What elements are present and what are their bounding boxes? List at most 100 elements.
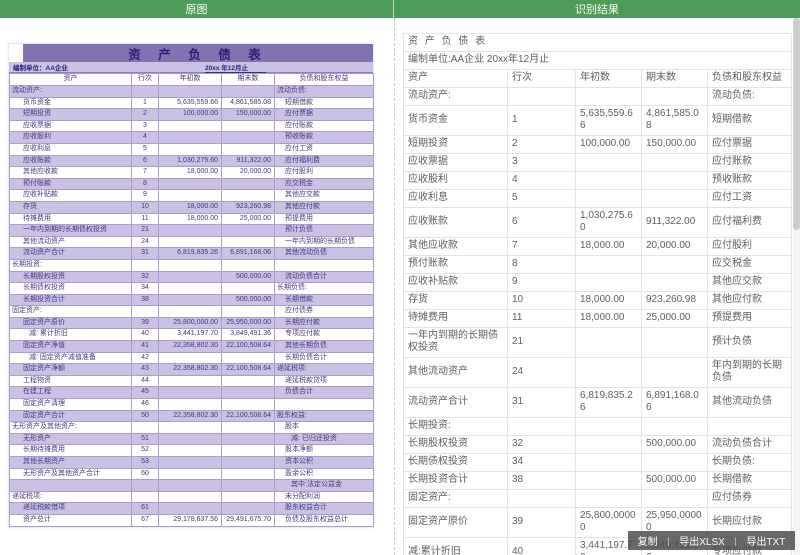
sheet-row: 应收账款 6 1,030,275.60 911,322.00 应付福利费 [9, 154, 374, 168]
pane-divider [394, 18, 395, 555]
sheet-row: 递延税项: 未分配利润 [9, 490, 374, 504]
result-header-row: 资产 行次 年初数 期末数 负债和股东权益 [403, 69, 792, 88]
result-table-body: 流动资产: 流动负债: 货币资金 1 5,635,559.66 4,861,585.08 短… [403, 87, 792, 555]
sheet-col-liability: 负债和股东权益 [274, 73, 374, 86]
sheet-row: 短期投资 2 100,000.00 150,000.00 应付票据 [9, 108, 374, 121]
result-row: 长期股权投资 32 500,000.00 流动负债合计 [403, 435, 792, 454]
result-row: 一年内到期的长期债权投资 21 预计负债 [403, 327, 792, 358]
sheet-row: 其中:法定公益金 [9, 479, 374, 492]
result-row: 存货 10 18,000.00 923,260.98 其他应付款 [403, 291, 792, 310]
result-row: 其他应收款 7 18,000.00 20,000.00 应付股利 [403, 237, 792, 256]
sheet-row: 应收票据 3 应付账款 [9, 119, 374, 133]
sheet-row: 在建工程 45 负债合计 [9, 386, 374, 400]
result-col-begin: 年初数 [575, 69, 642, 88]
action-bar: 复制 | 导出XLSX | 导出TXT [628, 531, 795, 550]
scrollbar-thumb[interactable] [793, 18, 800, 230]
sheet-title-band: 资 产 负 债 表 [23, 44, 373, 62]
sheet-row: 固定资产净值 41 22,358,802.30 22,100,508.64 其他长期负债 [9, 340, 374, 353]
sheet-row: 流动资产合计 31 6,819,835.26 6,891,168.06 其他流动负债 [9, 247, 374, 260]
result-row: 应收票据 3 应付账款 [403, 153, 792, 172]
sheet-row: 固定资产原价 39 25,800,000.00 25,950,000.00 长期应付款 [9, 316, 374, 330]
sheet-title: 资 产 负 债 表 [128, 47, 268, 62]
result-row: 固定资产: 应付债券 [403, 489, 792, 508]
result-row: 应收利息 5 应付工资 [403, 189, 792, 208]
sheet-table: 资产 行次 年初数 期末数 负债和股东权益 流动资产: 流动负债: 货币资金 1 5,6… [9, 73, 374, 527]
result-row: 预付账款 8 应交税金 [403, 255, 792, 274]
sheet-row: 预付账款 8 应交税金 [9, 177, 374, 191]
action-separator: | [734, 535, 737, 546]
sheet-row: 固定资产清理 46 [9, 398, 374, 411]
sheet-prepared-by: 编制单位：AA企业 [13, 65, 68, 72]
sheet-row: 其他流动资产 24 一年内到期的长期负债 [9, 235, 374, 249]
sheet-date: 20xx 年12月止 [205, 62, 266, 73]
sheet-col-line: 行次 [131, 73, 159, 86]
result-row: 应收股利 4 预收账款 [403, 171, 792, 190]
sheet-row: 一年内到期的长期债权投资 21 预计负债 [9, 224, 374, 237]
sheet-row: 固定资产净额 43 22,358,802.30 22,100,508.64 递延税项: [9, 363, 374, 376]
export-xlsx-button[interactable]: 导出XLSX [679, 537, 725, 548]
sheet-row: 减: 固定资产减值准备 42 长期负债合计 [9, 351, 374, 365]
sheet-row: 应收股利 4 预收账款 [9, 131, 374, 144]
sheet-row: 长期投资合计 38 500,000.00 长期借款 [9, 293, 374, 307]
sheet-row: 存货 10 18,000.00 923,260.98 其他应付款 [9, 200, 374, 214]
result-row: 长期投资合计 38 500,000.00 长期借款 [403, 471, 792, 490]
result-row: 货币资金 1 5,635,559.66 4,861,585.08 短期借款 [403, 105, 792, 136]
sheet-row: 其他应收款 7 18,000.00 20,000.00 应付股利 [9, 166, 374, 179]
result-row: 长期投资: [403, 417, 792, 436]
action-separator: | [667, 535, 670, 546]
scrollbar[interactable] [793, 18, 800, 555]
sheet-row: 应收补贴款 9 其他应交款 [9, 189, 374, 202]
sheet-col-asset: 资产 [9, 73, 132, 86]
result-panel-title: 识别结果 [575, 4, 619, 16]
original-panel-header: 原图 [0, 0, 394, 18]
sheet-row: 流动资产: 流动负债: [9, 85, 374, 98]
result-row: 应收补贴款 9 其他应交款 [403, 273, 792, 292]
result-row: 待摊费用 11 18,000.00 25,000.00 预提费用 [403, 309, 792, 328]
sheet-row: 长期股权投资 32 500,000.00 流动负债合计 [9, 270, 374, 284]
copy-button[interactable]: 复制 [637, 537, 658, 548]
original-table-body: 流动资产: 流动负债: 货币资金 1 5,635,559.66 4,861,585.08 短… [9, 85, 374, 527]
result-title: 资 产 负 债 表 [403, 33, 792, 52]
sheet-row: 无形资产及其他资产: 股本 [9, 421, 374, 434]
sheet-row: 递延税款借项 61 股东权益合计 [9, 502, 374, 515]
sheet-row: 资产总计 67 29,178,637.56 29,491,675.70 负债及股东权益总… [9, 513, 374, 527]
sheet-row: 长期债权投资 34 长期负债: [9, 282, 374, 295]
result-panel-header: 识别结果 [394, 0, 800, 18]
result-row: 应收账款 6 1,030,275.60 911,322.00 应付福利费 [403, 207, 792, 238]
header-bar: 原图 识别结果 [0, 0, 800, 18]
result-row: 短期投资 2 100,000.00 150,000.00 应付票据 [403, 135, 792, 154]
result-col-asset: 资产 [403, 69, 508, 88]
result-subtitle: 编制单位:AA企业 20xx年12月止 [403, 51, 792, 70]
sheet-row: 固定资产: 应付债券 [9, 305, 374, 318]
result-col-line: 行次 [507, 69, 576, 88]
original-panel-title: 原图 [185, 4, 208, 16]
sheet-header-row: 资产 行次 年初数 期末数 负债和股东权益 [9, 73, 374, 86]
result-table: 资 产 负 债 表 编制单位:AA企业 20xx年12月止 资产 行次 年初数 … [403, 33, 792, 555]
sheet-col-end: 期末数 [221, 73, 275, 86]
result-row: 流动资产合计 31 6,819,835.26 6,891,168.06 其他流动负债 [403, 387, 792, 418]
sheet-subtitle-row: 编制单位：AA企业 20xx 年12月止 [9, 62, 373, 73]
original-sheet-image: 资 产 负 债 表 编制单位：AA企业 20xx 年12月止 资产 行次 年初数… [8, 43, 374, 528]
sheet-row: 固定资产合计 50 22,358,802.30 22,100,508.64 股东权益: [9, 409, 374, 423]
result-col-liability: 负债和股东权益 [707, 69, 792, 88]
sheet-row: 应收利息 5 应付工资 [9, 142, 374, 156]
sheet-row: 长期待摊费用 52 股本净额 [9, 444, 374, 457]
sheet-col-begin: 年初数 [158, 73, 222, 86]
sheet-row: 长期投资: [9, 258, 374, 272]
result-title-row: 资 产 负 债 表 [403, 33, 792, 52]
result-col-end: 期末数 [641, 69, 708, 88]
result-subtitle-row: 编制单位:AA企业 20xx年12月止 [403, 51, 792, 70]
result-panel: 资 产 负 债 表 编制单位:AA企业 20xx年12月止 资产 行次 年初数 … [403, 33, 792, 555]
sheet-row: 无形资产 51 减: 已归还投资 [9, 432, 374, 446]
result-row: 流动资产: 流动负债: [403, 87, 792, 106]
sheet-row: 无形资产及其他资产合计 60 盈余公积 [9, 467, 374, 481]
result-row: 其他流动资产 24 年内到期的长期负债 [403, 357, 792, 388]
sheet-row: 减: 累计折旧 40 3,441,197.70 3,849,491.36 专项应付款 [9, 328, 374, 342]
sheet-row: 货币资金 1 5,635,559.66 4,861,585.08 短期借款 [9, 96, 374, 110]
sheet-row: 工程物资 44 递延税款贷项 [9, 374, 374, 388]
sheet-row: 其他长期资产 53 资本公积 [9, 456, 374, 469]
result-row: 长期债权投资 34 长期负债: [403, 453, 792, 472]
export-txt-button[interactable]: 导出TXT [746, 537, 786, 548]
sheet-row: 待摊费用 11 18,000.00 25,000.00 预提费用 [9, 212, 374, 226]
